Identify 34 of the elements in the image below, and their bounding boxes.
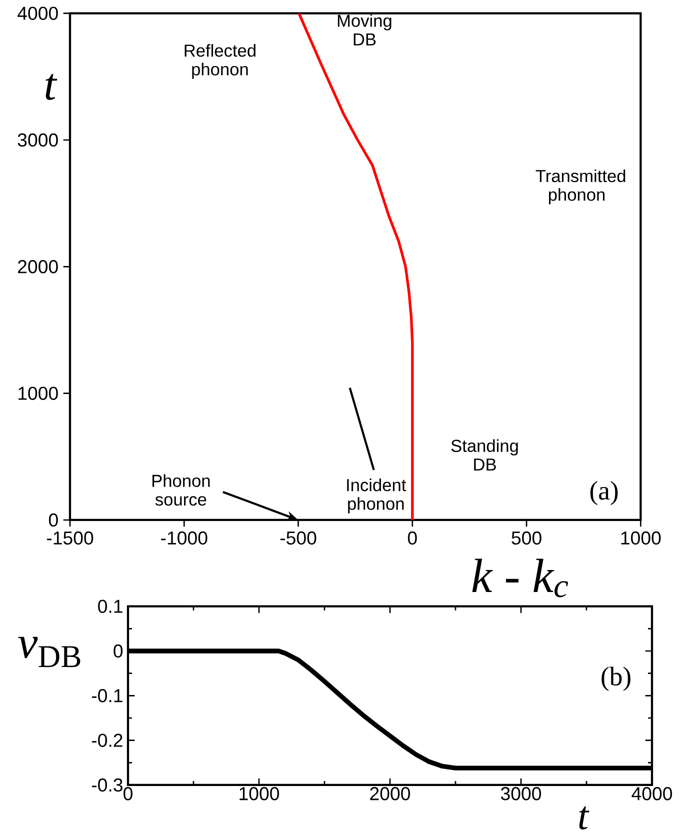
y-tick-label: 2000 xyxy=(18,260,58,274)
x-tick-label: 2000 xyxy=(370,787,410,800)
x-tick-label: 1000 xyxy=(621,531,661,545)
y-tick-label: 4000 xyxy=(18,6,58,20)
annotation: Phonon source xyxy=(152,474,210,506)
y-tick-label: -0.2 xyxy=(92,734,122,747)
y-tick-label: 0 xyxy=(48,513,58,527)
x-tick-label: 0 xyxy=(124,787,132,800)
line-series xyxy=(298,13,414,520)
x-tick-label: 4000 xyxy=(632,787,672,800)
y-axis-title: t xyxy=(46,74,58,100)
y-tick-label: 3000 xyxy=(18,133,58,147)
y-tick-label: -0.3 xyxy=(92,778,122,792)
x-tick-label: 3000 xyxy=(500,787,542,800)
annotation: Reflected phonon xyxy=(184,44,256,79)
annotation: (a) xyxy=(590,480,618,506)
annotation: Incident phonon xyxy=(347,478,406,514)
x-tick-label: 1000 xyxy=(240,787,280,800)
x-axis-title: t xyxy=(579,806,590,830)
y-tick-label: -0.1 xyxy=(92,689,122,702)
x-tick-label: -1000 xyxy=(161,531,208,545)
y-tick-label: 0 xyxy=(114,644,123,658)
annotation: Standing DB xyxy=(451,439,518,471)
y-tick-label: 1000 xyxy=(18,386,58,400)
x-tick-label: -500 xyxy=(280,531,316,545)
x-tick-label: -1500 xyxy=(46,531,94,545)
x-tick-label: 0 xyxy=(408,531,417,545)
y-tick-label: 0.1 xyxy=(98,600,122,613)
y-axis-title: v$_{DB}$ xyxy=(18,636,80,668)
x-tick-label: 500 xyxy=(512,531,542,545)
annotation: Moving DB xyxy=(338,14,392,46)
annotation: (b) xyxy=(602,666,630,691)
annotation: Transmitted phonon xyxy=(536,169,626,204)
x-axis-title: k - k$_{c}$ xyxy=(472,558,568,598)
